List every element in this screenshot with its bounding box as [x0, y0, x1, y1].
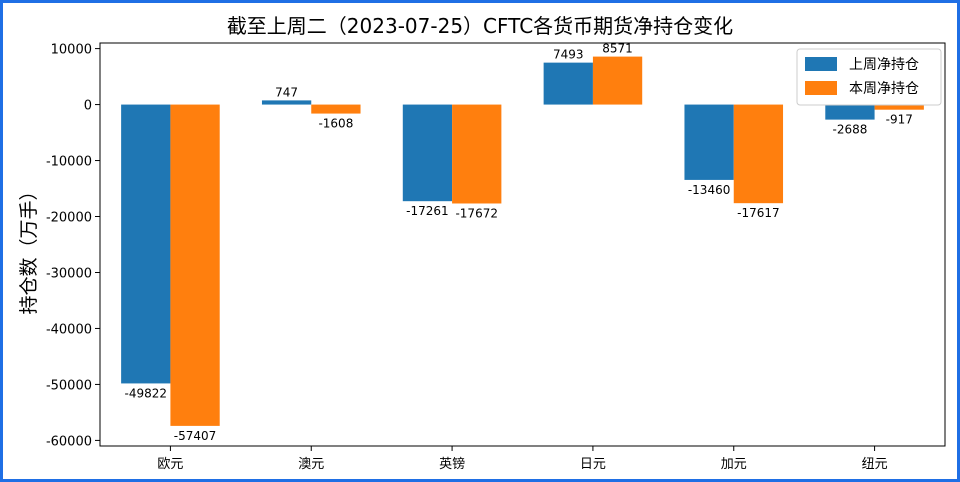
bar: [874, 104, 924, 110]
data-label: 8571: [602, 42, 633, 56]
bar: [261, 100, 312, 105]
bar: [452, 104, 502, 204]
bar: [825, 104, 875, 120]
bar: [311, 104, 361, 114]
y-tick-label: -30000: [46, 266, 92, 281]
bar-chart: 截至上周二（2023-07-25）CFTC各货币期货净持仓变化 持仓数（万手） …: [18, 14, 946, 472]
y-tick-label: -40000: [46, 322, 92, 337]
y-tick-label: -50000: [46, 378, 92, 393]
bar: [733, 104, 784, 204]
bar: [592, 56, 643, 105]
y-tick-label: 0: [84, 99, 92, 114]
legend-label: 上周净持仓: [849, 57, 919, 73]
plot-area: 10000 0 -10000 -20000 -30000 -40000 -50000 -600…: [46, 42, 946, 472]
x-tick-label: 欧元: [157, 457, 183, 472]
data-label: -17672: [455, 206, 498, 220]
y-axis-label: 持仓数（万手）: [18, 181, 40, 314]
legend-swatch: [805, 57, 837, 71]
data-label: 7493: [553, 48, 584, 62]
legend-swatch: [805, 81, 837, 95]
data-label: -57407: [174, 429, 217, 443]
legend-label: 本周净持仓: [849, 81, 919, 97]
data-label: -13460: [688, 183, 731, 197]
bar: [121, 104, 171, 384]
bar: [684, 104, 734, 180]
data-label: -17261: [406, 204, 449, 218]
data-label: -1608: [318, 117, 353, 131]
bar: [402, 104, 453, 202]
x-tick-label: 英镑: [439, 456, 465, 472]
bar: [170, 104, 220, 426]
data-label: -917: [886, 113, 913, 127]
data-label: -2688: [833, 123, 868, 137]
y-tick-label: -10000: [46, 155, 92, 170]
data-label: 747: [275, 85, 298, 99]
axes-frame: [99, 42, 946, 447]
x-tick-label: 日元: [580, 457, 606, 472]
y-tick-label: -60000: [46, 434, 92, 449]
data-label: -49822: [125, 386, 168, 400]
x-tick-label: 纽元: [862, 457, 888, 472]
bar: [543, 62, 593, 105]
y-tick-label: -20000: [46, 211, 92, 226]
data-label: -17617: [737, 206, 780, 220]
y-tick-label: 10000: [51, 43, 92, 58]
x-tick-label: 加元: [721, 457, 747, 472]
x-tick-label: 澳元: [298, 456, 324, 472]
chart-title: 截至上周二（2023-07-25）CFTC各货币期货净持仓变化: [227, 14, 733, 38]
